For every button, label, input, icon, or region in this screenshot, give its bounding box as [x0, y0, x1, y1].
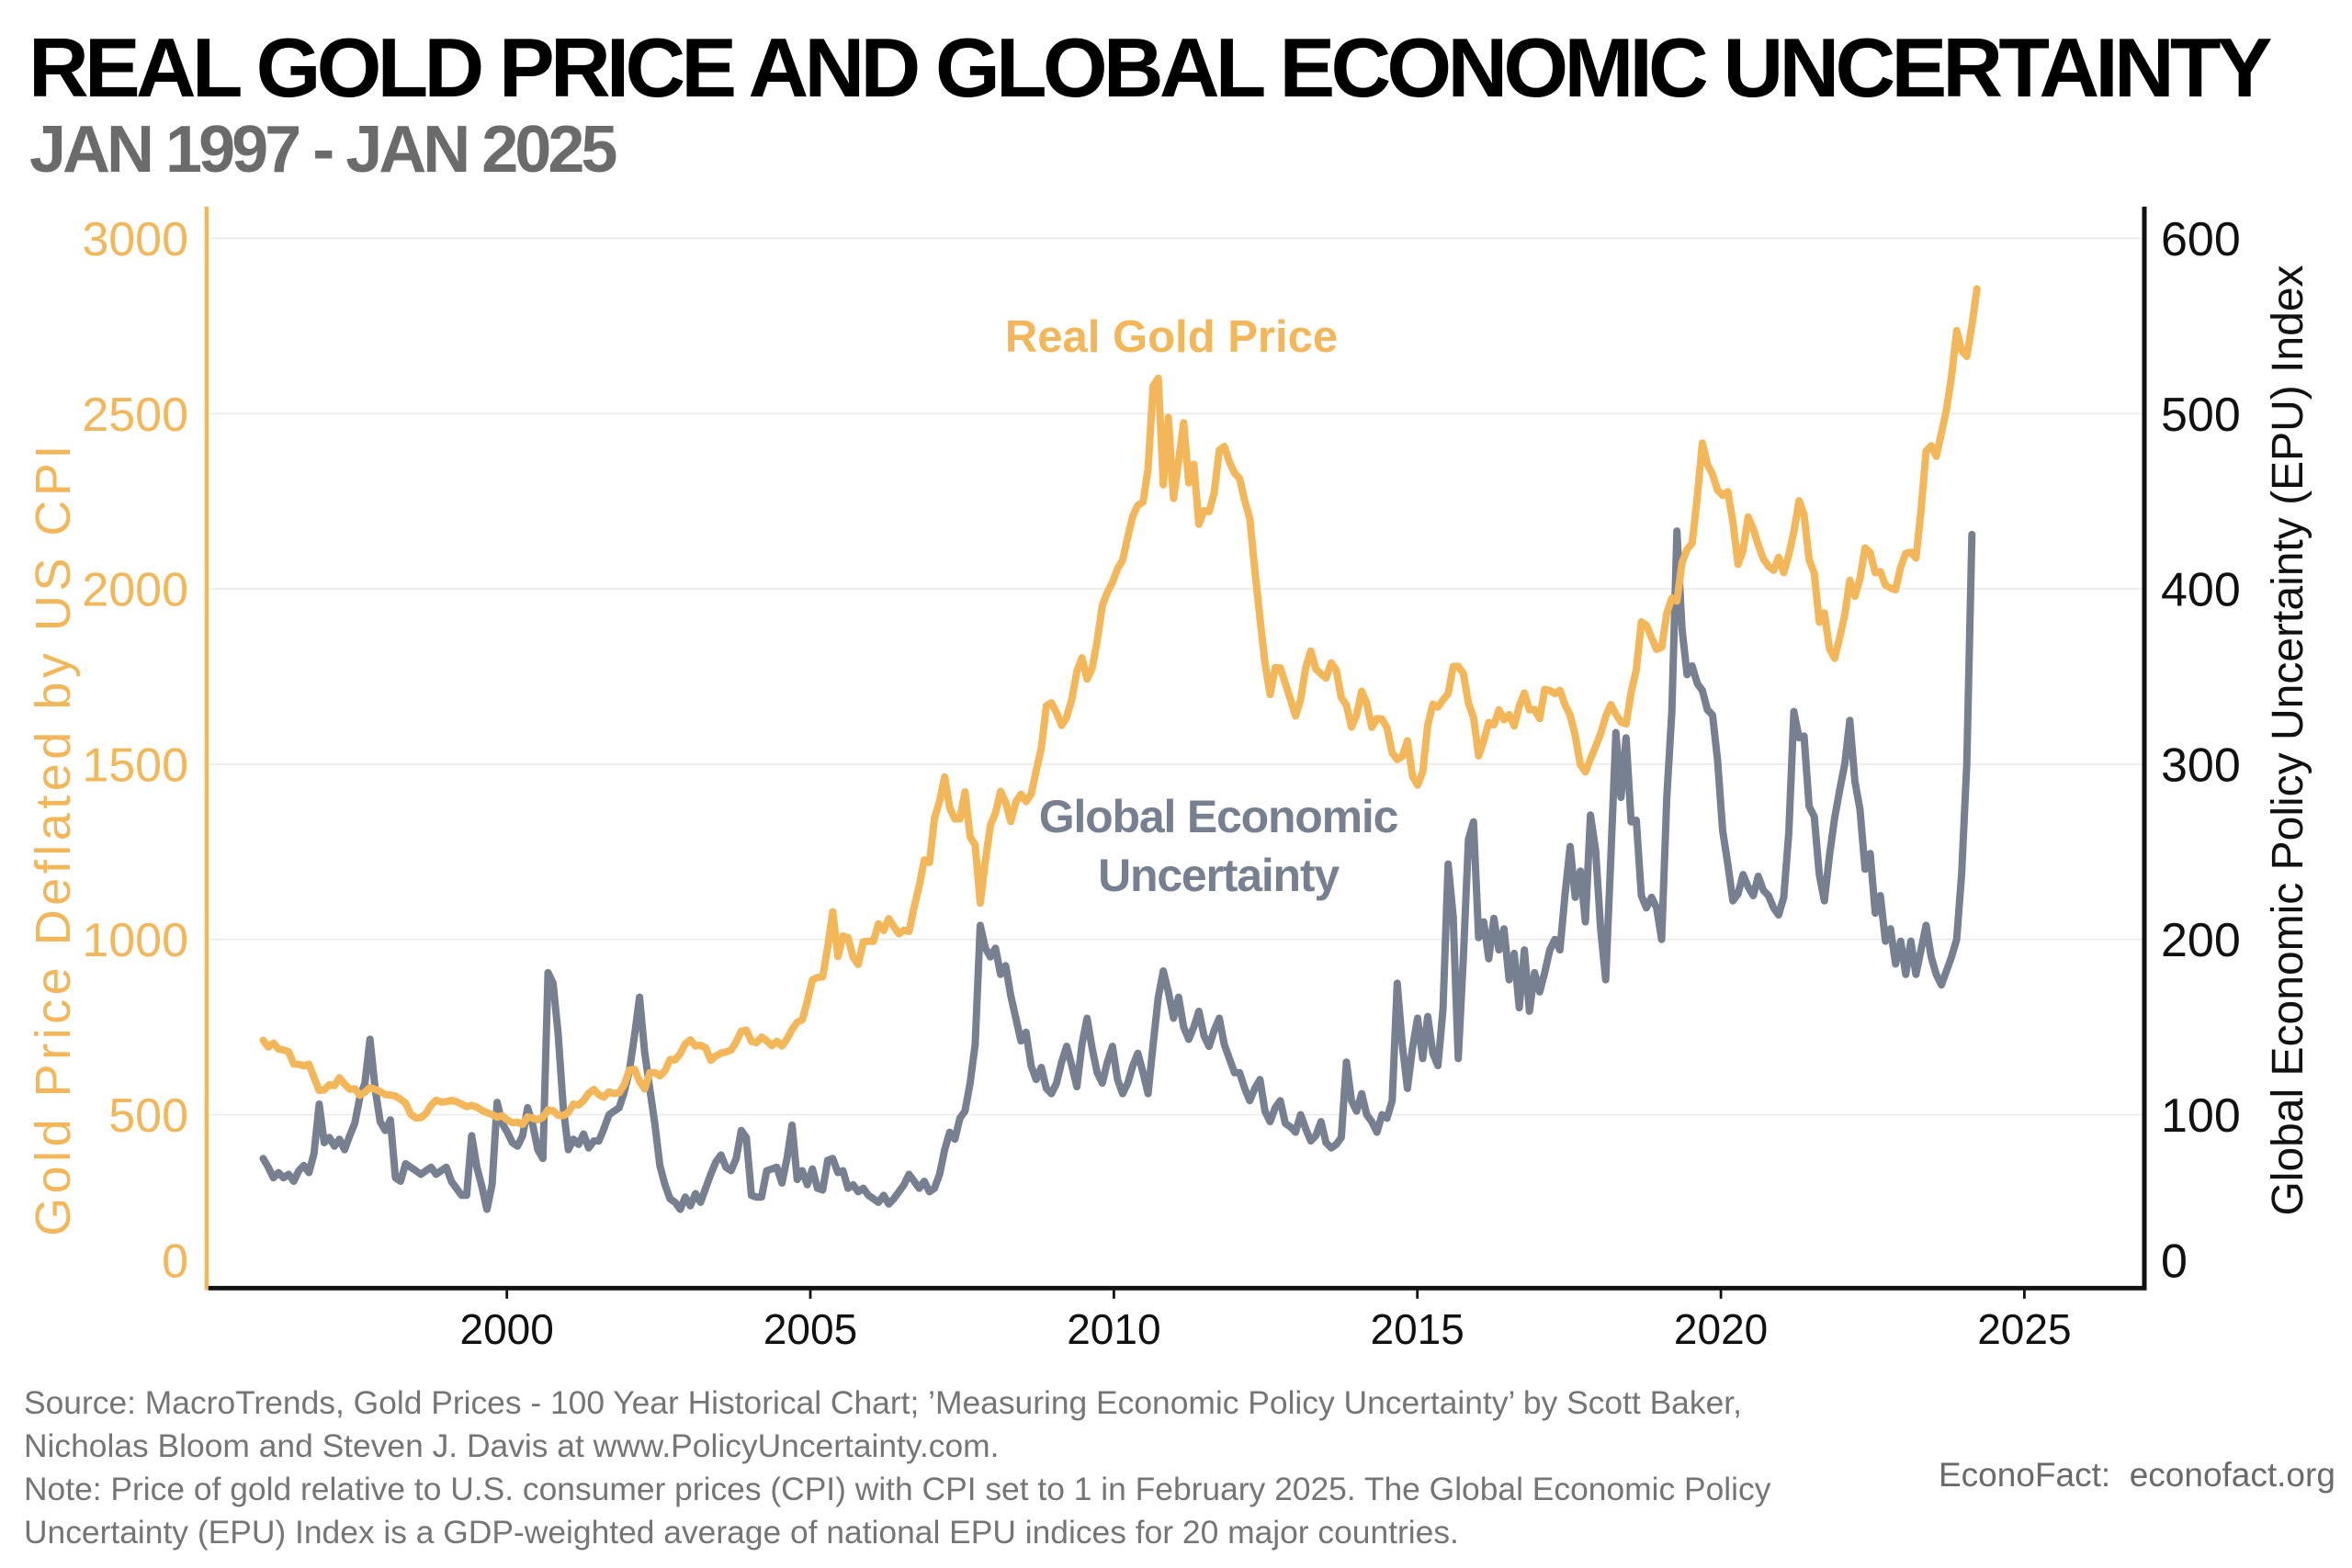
- svg-text:Global Economic: Global Economic: [1039, 791, 1398, 842]
- svg-text:Real Gold Price: Real Gold Price: [1005, 312, 1338, 362]
- svg-text:500: 500: [108, 1089, 188, 1143]
- svg-text:2000: 2000: [460, 1305, 554, 1353]
- svg-text:200: 200: [2161, 914, 2241, 967]
- svg-text:Gold Price Deflated by US CPI: Gold Price Deflated by US CPI: [26, 441, 81, 1236]
- svg-text:2025: 2025: [1977, 1305, 2071, 1353]
- svg-text:2020: 2020: [1674, 1305, 1768, 1353]
- svg-text:2005: 2005: [763, 1305, 857, 1353]
- svg-text:0: 0: [2161, 1235, 2188, 1289]
- svg-text:Uncertainty: Uncertainty: [1098, 850, 1340, 901]
- svg-text:300: 300: [2161, 739, 2241, 792]
- svg-text:0: 0: [162, 1235, 188, 1289]
- svg-text:500: 500: [2161, 389, 2241, 442]
- svg-text:Global Economic Policy Uncerta: Global Economic Policy Uncertainty (EPU)…: [2264, 265, 2312, 1215]
- svg-text:100: 100: [2161, 1089, 2241, 1143]
- svg-text:2500: 2500: [82, 389, 188, 442]
- svg-text:3000: 3000: [82, 213, 188, 266]
- svg-text:2000: 2000: [82, 564, 188, 617]
- svg-text:2015: 2015: [1371, 1305, 1464, 1353]
- svg-text:1000: 1000: [82, 914, 188, 967]
- svg-text:2010: 2010: [1067, 1305, 1160, 1353]
- svg-text:1500: 1500: [82, 739, 188, 792]
- svg-text:600: 600: [2161, 213, 2241, 266]
- svg-text:400: 400: [2161, 564, 2241, 617]
